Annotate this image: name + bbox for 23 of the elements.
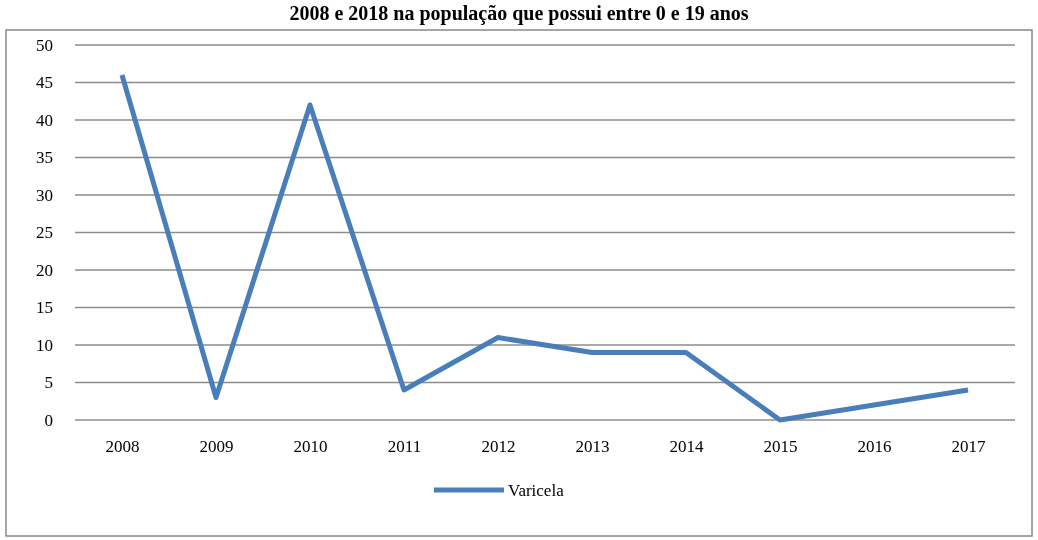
y-tick-label: 15 [36, 298, 53, 318]
x-tick-label: 2008 [105, 437, 140, 457]
x-tick-label: 2016 [857, 437, 892, 457]
legend-label: Varicela [508, 481, 565, 500]
x-tick-label: 2015 [763, 437, 798, 457]
x-tick-label: 2009 [199, 437, 234, 457]
x-tick-label: 2017 [951, 437, 986, 457]
chart-title: 2008 e 2018 na população que possui entre 0 e 19 anos [289, 2, 749, 25]
x-tick-label: 2013 [575, 437, 610, 457]
x-tick-label: 2014 [669, 437, 704, 457]
y-tick-label: 35 [36, 148, 53, 168]
x-tick-label: 2010 [293, 437, 328, 457]
x-tick-label: 2011 [387, 437, 422, 457]
y-tick-label: 10 [36, 335, 53, 355]
y-tick-label: 45 [36, 73, 53, 93]
y-tick-label: 40 [36, 110, 53, 130]
y-tick-label: 20 [36, 260, 53, 280]
y-tick-label: 0 [44, 410, 53, 430]
y-tick-label: 30 [36, 185, 53, 205]
y-tick-label: 50 [36, 35, 53, 55]
y-tick-label: 5 [44, 373, 53, 393]
y-tick-label: 25 [36, 223, 53, 243]
x-tick-label: 2012 [481, 437, 516, 457]
